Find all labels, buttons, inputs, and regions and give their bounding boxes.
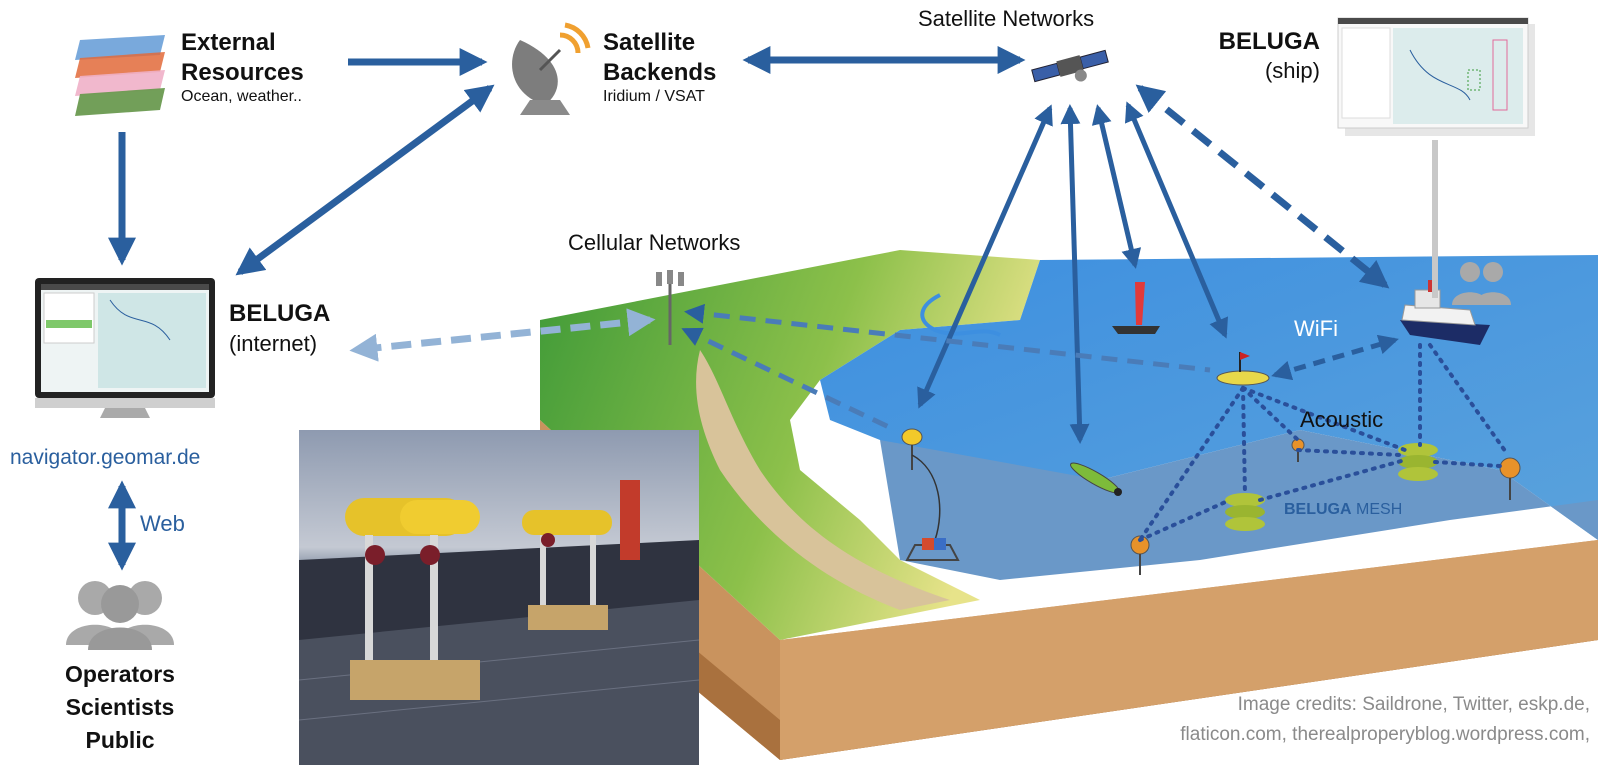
satellite-backends-subtitle: Iridium / VSAT [603, 88, 705, 105]
research-ship [1400, 280, 1490, 345]
external-resources-title: External Resources [181, 29, 304, 86]
navigator-url-link[interactable]: navigator.geomar.de [10, 446, 201, 469]
acoustic-label: Acoustic [1300, 407, 1384, 432]
beluga-internet-title: BELUGA [229, 300, 331, 327]
cell-tower-icon [656, 270, 684, 345]
ocean-objects [901, 280, 1521, 575]
monitor-icon [35, 278, 215, 418]
mesh-modems [1225, 443, 1438, 531]
beluga-internet-subtitle: (internet) [229, 331, 318, 356]
arrow-sat-ship [1135, 84, 1390, 289]
arrow-cell-gateway [684, 303, 1211, 373]
ship-screen-icon [1337, 17, 1535, 136]
web-label: Web [140, 511, 185, 536]
arrows [108, 46, 1399, 571]
gateway-buoy [1216, 352, 1270, 386]
glider [1070, 462, 1122, 496]
satellite-backends-title: Satellite Backends [603, 29, 717, 86]
beluga-ship-title: BELUGA [1218, 28, 1320, 55]
arrow-sat-saildrone [1091, 104, 1142, 269]
satellite-icon [1031, 49, 1109, 83]
image-credits: Image credits: Saildrone, Twitter, eskp.… [1180, 694, 1590, 745]
auv-photo [298, 430, 700, 765]
satellite-dish-icon [512, 22, 591, 115]
arrow-wifi [1271, 334, 1399, 381]
wifi-label: WiFi [1294, 316, 1338, 341]
acoustic-nodes [1130, 438, 1521, 575]
users-icon [66, 581, 174, 650]
soil-right-face [780, 540, 1598, 760]
beluga-mesh-label: BELUGA MESH [1284, 501, 1403, 518]
surface-buoy-left [901, 428, 941, 541]
map-layers-icon [75, 35, 165, 116]
cellular-networks-label: Cellular Networks [568, 230, 741, 255]
arrow-cell-internet [349, 308, 656, 362]
ship-users-icon [1452, 262, 1511, 305]
satellite-networks-label: Satellite Networks [918, 6, 1095, 31]
arrow-sat-buoy [917, 104, 1053, 409]
arrow-sat-glider [1060, 104, 1090, 444]
arrow-cell-buoy [681, 327, 897, 433]
external-resources-subtitle: Ocean, weather.. [181, 88, 302, 105]
beluga-ship-subtitle: (ship) [1264, 58, 1320, 83]
seafloor-lander [905, 538, 960, 561]
acoustic-links [1138, 343, 1510, 542]
arrow-backends-monitor [235, 84, 495, 276]
land-surface [540, 250, 1040, 640]
users-label: Operators Scientists Public [65, 661, 175, 753]
beach [696, 350, 950, 610]
